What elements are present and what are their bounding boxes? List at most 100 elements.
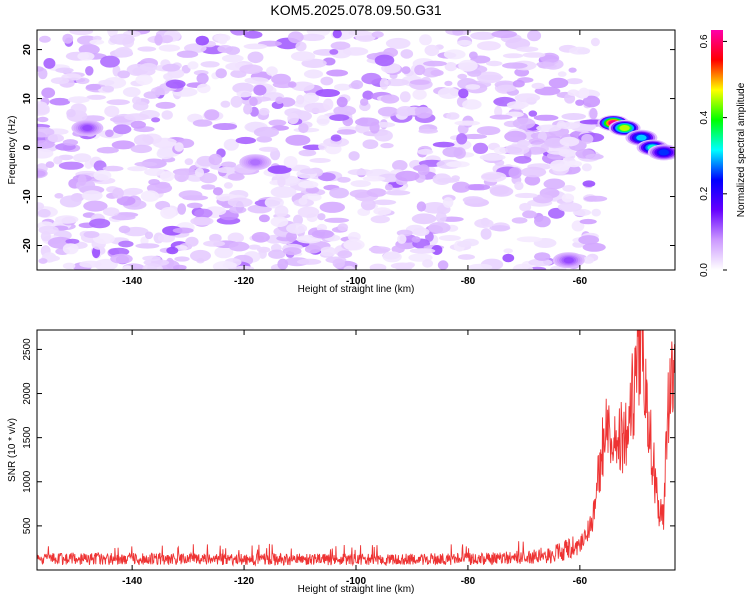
heatmap-cell <box>549 159 571 172</box>
spectrogram-heatmap <box>37 30 675 270</box>
heatmap-cell <box>116 196 136 206</box>
heatmap-cell <box>548 77 569 89</box>
heatmap-cell <box>414 64 426 76</box>
heatmap-cell <box>491 30 517 38</box>
heatmap-cell <box>303 69 324 79</box>
heatmap-cell <box>49 97 71 106</box>
heatmap-cell <box>264 196 284 209</box>
heatmap-cell <box>69 30 94 36</box>
heatmap-cell <box>380 142 394 149</box>
heatmap-cell <box>350 80 364 90</box>
heatmap-cell <box>217 35 228 45</box>
heatmap-cell <box>317 213 326 221</box>
heatmap-cell <box>225 46 241 55</box>
heatmap-cell <box>360 199 376 211</box>
heatmap-cell <box>422 259 434 268</box>
heatmap-cell <box>230 30 248 36</box>
heatmap-cell <box>124 113 150 121</box>
heatmap-cell <box>391 245 405 254</box>
heatmap-cell <box>268 249 286 259</box>
heatmap-cell <box>476 41 501 51</box>
heatmap-cell <box>235 136 256 145</box>
heatmap-cell <box>251 232 270 243</box>
heatmap-cell <box>311 229 334 239</box>
heatmap-cell <box>512 263 534 270</box>
heatmap-cell <box>329 49 339 55</box>
heatmap-cell <box>557 202 583 212</box>
heatmap-cell <box>256 136 273 143</box>
heatmap-cell <box>581 133 594 144</box>
heatmap-cell <box>132 101 149 111</box>
heatmap-cell <box>516 236 543 243</box>
heatmap-cell <box>336 129 357 135</box>
heatmap-cell <box>502 53 524 59</box>
heatmap-cell <box>298 197 308 205</box>
heatmap-cell <box>62 139 79 146</box>
heatmap-cell <box>437 87 460 99</box>
heatmap-cell <box>59 195 82 208</box>
heatmap-cell <box>135 74 153 86</box>
heatmap-cell <box>37 66 44 72</box>
heatmap-cell <box>223 138 239 151</box>
heatmap-cell <box>232 82 255 94</box>
heatmap-cell <box>62 33 74 44</box>
heatmap-cell <box>452 181 471 193</box>
heatmap-cell <box>458 59 478 72</box>
heatmap-cell <box>432 141 455 148</box>
heatmap-cell <box>401 66 411 74</box>
heatmap-cell <box>470 31 496 40</box>
snr-y-tick-label: 500 <box>22 517 33 534</box>
heatmap-cell <box>106 99 130 106</box>
heatmap-cell <box>85 83 102 91</box>
colorbar-ticks: 0.0 0.2 0.4 0.6 <box>699 34 727 277</box>
heatmap-cell <box>43 58 56 69</box>
heatmap-cell <box>548 207 565 219</box>
spectrogram-y-tick-label: 10 <box>22 93 33 105</box>
heatmap-cell <box>400 49 414 59</box>
heatmap-cell <box>291 81 315 92</box>
heatmap-cell <box>160 207 177 219</box>
heatmap-cell <box>395 170 420 182</box>
heatmap-cell <box>372 199 397 206</box>
heatmap-cell <box>476 126 501 136</box>
heatmap-cell <box>528 138 545 145</box>
heatmap-cell <box>172 264 187 270</box>
heatmap-cell <box>217 166 236 174</box>
heatmap-cell <box>320 76 334 86</box>
heatmap-cell <box>192 119 213 127</box>
heatmap-cell <box>37 148 54 159</box>
heatmap-cell <box>290 51 316 62</box>
heatmap-cell <box>174 256 190 262</box>
heatmap-cell <box>83 231 100 238</box>
heatmap-cell <box>297 206 320 218</box>
heatmap-cell <box>416 201 427 212</box>
heatmap-cell <box>362 175 386 182</box>
heatmap-cell <box>457 240 472 248</box>
heatmap-cell <box>442 146 463 158</box>
heatmap-cell <box>458 88 469 99</box>
heatmap-cell <box>332 30 342 39</box>
heatmap-cell <box>258 107 270 116</box>
heatmap-cell <box>299 168 320 175</box>
heatmap-cell <box>380 94 400 104</box>
heatmap-cell <box>148 179 160 186</box>
heatmap-hotspot <box>250 159 261 166</box>
snr-y-tick-label: 2500 <box>22 338 33 361</box>
heatmap-cell <box>39 35 51 43</box>
heatmap-cell <box>430 69 444 77</box>
heatmap-cell <box>98 79 115 86</box>
heatmap-cell <box>323 137 350 147</box>
heatmap-cell <box>557 71 567 77</box>
heatmap-cell <box>489 225 511 232</box>
heatmap-cell <box>247 51 264 64</box>
heatmap-cell <box>417 148 434 155</box>
heatmap-cell <box>140 236 149 245</box>
heatmap-cell <box>230 95 243 108</box>
heatmap-cell <box>319 246 337 257</box>
heatmap-hotspot <box>636 134 647 141</box>
heatmap-cell <box>508 167 522 179</box>
heatmap-cell <box>130 120 146 129</box>
heatmap-cell <box>384 78 410 87</box>
heatmap-cell <box>118 240 134 248</box>
